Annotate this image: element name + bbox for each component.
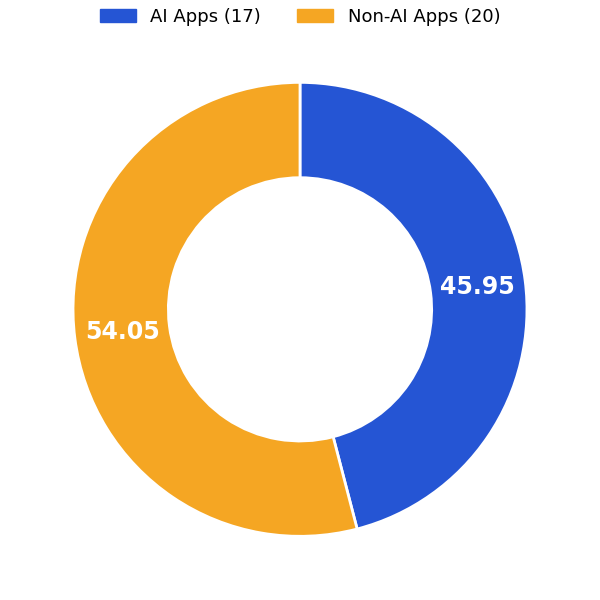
Wedge shape — [73, 82, 357, 536]
Text: 45.95: 45.95 — [440, 275, 515, 299]
Legend: AI Apps (17), Non-AI Apps (20): AI Apps (17), Non-AI Apps (20) — [92, 1, 508, 33]
Text: 54.05: 54.05 — [85, 320, 160, 344]
Wedge shape — [300, 82, 527, 529]
